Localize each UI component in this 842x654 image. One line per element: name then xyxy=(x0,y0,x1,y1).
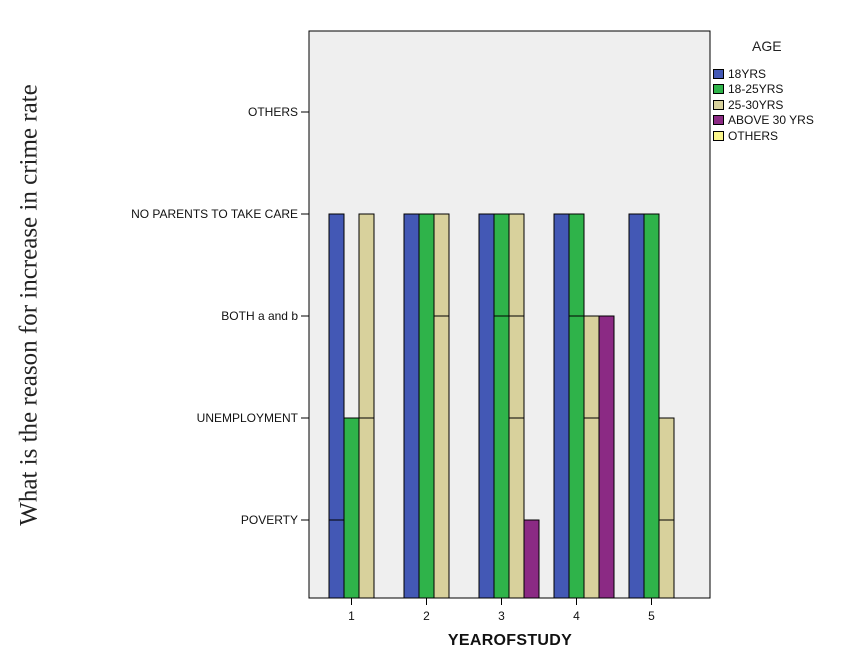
bar xyxy=(568,213,585,317)
legend-swatch xyxy=(713,115,724,126)
x-tick-label: 1 xyxy=(348,609,355,623)
bar xyxy=(553,213,570,599)
legend-label: 18-25YRS xyxy=(728,82,784,97)
bar xyxy=(493,315,510,599)
bar xyxy=(523,519,540,599)
bar xyxy=(583,417,600,599)
legend-item: ABOVE 30 YRS xyxy=(713,113,814,129)
y-tick-label: NO PARENTS TO TAKE CARE xyxy=(131,207,298,221)
y-tick-label: BOTH a and b xyxy=(221,309,298,323)
legend-label: 18YRS xyxy=(728,66,767,81)
y-tick-label: UNEMPLOYMENT xyxy=(197,411,299,425)
bar xyxy=(583,315,600,419)
bar xyxy=(493,213,510,317)
bar xyxy=(358,213,375,419)
legend-item: 25-30YRS xyxy=(713,97,814,113)
y-tick-label: OTHERS xyxy=(248,105,298,119)
bar xyxy=(508,315,525,419)
legend-item: 18-25YRS xyxy=(713,82,814,98)
y-tick-label: POVERTY xyxy=(241,513,298,527)
bar xyxy=(433,213,450,317)
bar xyxy=(478,213,495,599)
bar xyxy=(328,519,345,599)
bar xyxy=(568,315,585,599)
bar xyxy=(358,417,375,599)
bar xyxy=(403,213,420,599)
bar xyxy=(418,213,435,599)
legend-swatch xyxy=(713,68,724,79)
bar xyxy=(328,213,345,521)
bar xyxy=(658,417,675,521)
legend-swatch xyxy=(713,84,724,95)
x-tick-label: 4 xyxy=(573,609,580,623)
legend-swatch xyxy=(713,99,724,110)
legend-swatch xyxy=(713,130,724,141)
bar xyxy=(433,315,450,599)
legend: 18YRS 18-25YRS 25-30YRS ABOVE 30 YRS OTHERS xyxy=(713,66,814,144)
bar xyxy=(508,213,525,317)
x-axis-label: YEAROFSTUDY xyxy=(447,632,573,649)
x-tick-label: 5 xyxy=(648,609,655,623)
legend-item: OTHERS xyxy=(713,128,814,144)
bar xyxy=(643,213,660,599)
bar xyxy=(508,417,525,599)
legend-title: AGE xyxy=(752,38,782,54)
bar xyxy=(628,213,645,599)
bar xyxy=(658,519,675,599)
bar xyxy=(343,417,360,599)
legend-item: 18YRS xyxy=(713,66,814,82)
x-tick-label: 3 xyxy=(498,609,505,623)
legend-label: 25-30YRS xyxy=(728,97,784,112)
legend-label: ABOVE 30 YRS xyxy=(728,113,814,128)
x-tick-label: 2 xyxy=(423,609,430,623)
bar xyxy=(598,315,615,599)
legend-label: OTHERS xyxy=(728,128,779,143)
